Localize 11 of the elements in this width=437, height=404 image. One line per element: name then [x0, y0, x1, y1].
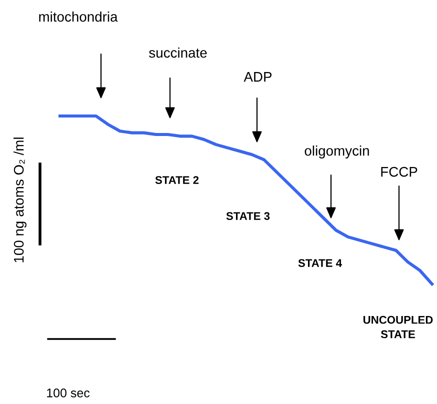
annotation: STATE 3 [226, 212, 270, 220]
text: mitochondria [39, 12, 118, 22]
text: succinate [149, 48, 207, 58]
text: ADP [244, 72, 272, 82]
annotation: STATE 2 [155, 176, 199, 184]
annotation: STATE 4 [298, 259, 342, 267]
text: 100 sec [47, 388, 90, 398]
text: UNCOUPLED STATE [363, 316, 433, 338]
text: 100 ng atoms O₂ /ml [14, 138, 26, 262]
annotation: FCCP [381, 166, 418, 177]
annotation: oligomycin [304, 146, 369, 158]
